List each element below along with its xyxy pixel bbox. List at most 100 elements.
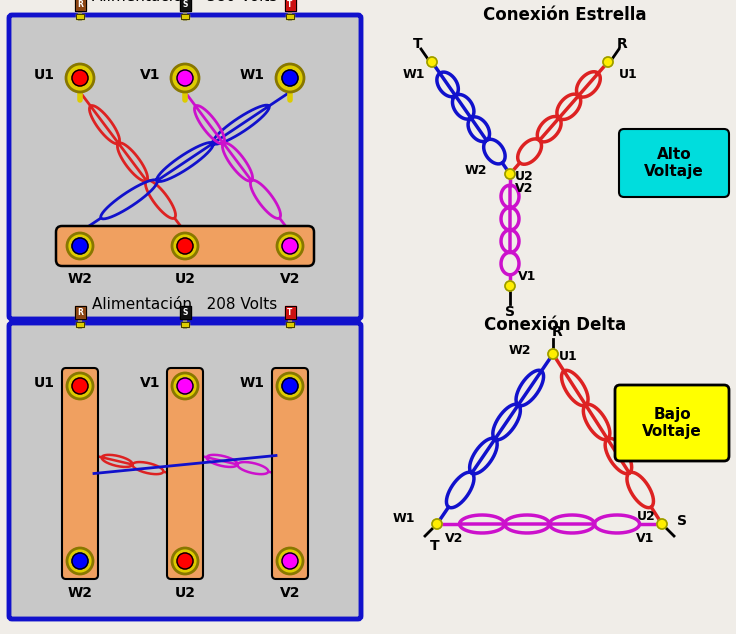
Text: V2: V2	[280, 272, 300, 286]
Circle shape	[277, 548, 303, 574]
FancyBboxPatch shape	[619, 129, 729, 197]
Text: S: S	[183, 0, 188, 9]
Circle shape	[276, 64, 304, 92]
Text: U2: U2	[515, 169, 534, 183]
Circle shape	[72, 70, 88, 86]
Text: V2: V2	[280, 586, 300, 600]
FancyBboxPatch shape	[272, 368, 308, 579]
Bar	[180, 306, 191, 319]
Text: V1: V1	[636, 533, 654, 545]
Circle shape	[282, 238, 298, 254]
Circle shape	[172, 373, 198, 399]
FancyBboxPatch shape	[615, 385, 729, 461]
Text: Conexión Delta: Conexión Delta	[484, 316, 626, 334]
Circle shape	[177, 378, 193, 394]
Text: W2: W2	[509, 344, 531, 356]
Circle shape	[67, 548, 93, 574]
Circle shape	[72, 553, 88, 569]
Circle shape	[657, 519, 667, 529]
Text: U1: U1	[619, 67, 637, 81]
Bar	[286, 14, 294, 19]
Circle shape	[282, 378, 298, 394]
Circle shape	[177, 70, 193, 86]
Text: Bajo
Voltaje: Bajo Voltaje	[642, 407, 702, 439]
Text: Alimentación   208 Volts: Alimentación 208 Volts	[93, 297, 277, 312]
Bar	[180, 306, 191, 319]
Circle shape	[66, 64, 94, 92]
Text: V2: V2	[515, 181, 534, 195]
Circle shape	[603, 57, 613, 67]
Circle shape	[277, 373, 303, 399]
Circle shape	[67, 373, 93, 399]
FancyBboxPatch shape	[56, 226, 314, 266]
Bar	[181, 322, 189, 327]
Text: T: T	[287, 0, 293, 9]
Text: W2: W2	[464, 164, 487, 176]
Text: V1: V1	[140, 68, 160, 82]
Circle shape	[505, 281, 515, 291]
Bar	[285, 0, 295, 11]
Circle shape	[277, 233, 303, 259]
Text: T: T	[287, 308, 293, 317]
Bar	[76, 14, 84, 19]
Text: U2: U2	[174, 586, 196, 600]
Bar	[285, 0, 295, 11]
Bar	[285, 306, 295, 319]
Text: U2: U2	[174, 272, 196, 286]
Text: V1: V1	[518, 269, 537, 283]
Text: Alto
Voltaje: Alto Voltaje	[644, 147, 704, 179]
Circle shape	[505, 169, 515, 179]
Text: R: R	[617, 37, 627, 51]
Circle shape	[282, 70, 298, 86]
Text: S: S	[677, 514, 687, 528]
Text: Alimentación   380 Volts: Alimentación 380 Volts	[92, 0, 277, 4]
Text: U2: U2	[637, 510, 656, 522]
Bar	[180, 0, 191, 11]
FancyBboxPatch shape	[9, 15, 361, 319]
Bar	[74, 306, 85, 319]
Text: T: T	[413, 37, 422, 51]
Text: W1: W1	[240, 376, 265, 390]
Circle shape	[172, 548, 198, 574]
Text: S: S	[505, 305, 515, 319]
Bar	[76, 322, 84, 327]
Bar	[286, 322, 294, 327]
Bar	[74, 306, 85, 319]
Text: W2: W2	[68, 586, 93, 600]
Bar	[181, 322, 189, 327]
FancyBboxPatch shape	[9, 323, 361, 619]
Text: W1: W1	[240, 68, 265, 82]
Text: W1: W1	[392, 512, 415, 526]
Circle shape	[171, 64, 199, 92]
Text: T: T	[430, 539, 440, 553]
Bar	[181, 14, 189, 19]
Bar	[74, 0, 85, 11]
Circle shape	[427, 57, 437, 67]
Circle shape	[172, 233, 198, 259]
Text: S: S	[183, 308, 188, 317]
Text: V2: V2	[445, 533, 464, 545]
Bar	[286, 14, 294, 19]
Circle shape	[548, 349, 558, 359]
Bar	[180, 0, 191, 11]
FancyBboxPatch shape	[167, 368, 203, 579]
Circle shape	[177, 238, 193, 254]
Circle shape	[72, 378, 88, 394]
Bar	[74, 0, 85, 11]
Bar	[181, 14, 189, 19]
Circle shape	[282, 553, 298, 569]
Bar	[76, 322, 84, 327]
Circle shape	[177, 553, 193, 569]
Text: U1: U1	[559, 351, 578, 363]
Circle shape	[67, 233, 93, 259]
FancyBboxPatch shape	[62, 368, 98, 579]
Text: R: R	[77, 0, 83, 9]
Text: U1: U1	[34, 68, 55, 82]
Bar	[76, 14, 84, 19]
Bar	[285, 306, 295, 319]
Text: W1: W1	[403, 67, 425, 81]
Text: Conexión Estrella: Conexión Estrella	[484, 6, 647, 24]
Text: R: R	[551, 325, 562, 339]
Circle shape	[72, 238, 88, 254]
Circle shape	[432, 519, 442, 529]
